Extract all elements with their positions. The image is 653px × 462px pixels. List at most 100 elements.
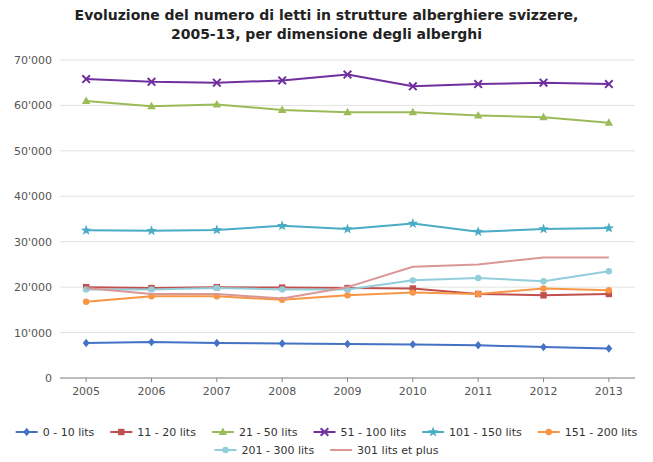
point-marker bbox=[475, 341, 482, 349]
point-marker bbox=[344, 71, 352, 79]
legend-item: 0 - 10 lits bbox=[16, 426, 95, 439]
y-tick-label: 20'000 bbox=[14, 281, 52, 294]
legend-item: 101 - 150 lits bbox=[422, 426, 522, 439]
point-marker bbox=[214, 284, 220, 290]
x-tick-label: 2011 bbox=[464, 385, 492, 398]
point-marker bbox=[278, 105, 286, 113]
series bbox=[81, 218, 614, 236]
legend-label: 11 - 20 lits bbox=[137, 426, 196, 439]
point-marker bbox=[83, 339, 90, 347]
point-marker bbox=[473, 226, 483, 236]
point-marker bbox=[409, 108, 417, 116]
x-tick bbox=[216, 378, 217, 382]
series bbox=[83, 338, 613, 353]
point-marker bbox=[213, 339, 220, 347]
x-tick bbox=[478, 378, 479, 382]
point-marker bbox=[475, 291, 481, 297]
legend-marker bbox=[219, 428, 227, 436]
point-marker bbox=[540, 278, 546, 284]
x-tick bbox=[151, 378, 152, 382]
legend-label: 301 lits et plus bbox=[357, 444, 439, 457]
legend-marker bbox=[321, 428, 329, 436]
point-marker bbox=[213, 100, 221, 108]
y-tick-label: 50'000 bbox=[14, 145, 52, 158]
legend-swatch bbox=[330, 449, 352, 451]
point-marker bbox=[212, 224, 222, 234]
series bbox=[83, 268, 612, 293]
x-tick-label: 2008 bbox=[268, 385, 296, 398]
title-line: 2005-13, per dimensione degli alberghi bbox=[171, 26, 482, 42]
grid-line bbox=[60, 150, 635, 151]
point-marker bbox=[538, 223, 548, 233]
plot-data bbox=[81, 71, 614, 353]
y-tick-label: 10'000 bbox=[14, 327, 52, 340]
point-marker bbox=[606, 287, 612, 293]
point-marker bbox=[408, 218, 418, 228]
series bbox=[82, 71, 612, 90]
x-tick-label: 2009 bbox=[334, 385, 362, 398]
legend-item: 21 - 50 lits bbox=[212, 426, 298, 439]
grid-line bbox=[60, 241, 635, 242]
legend-label: 0 - 10 lits bbox=[43, 426, 95, 439]
y-tick-label: 60'000 bbox=[14, 99, 52, 112]
point-marker bbox=[475, 291, 481, 297]
point-marker bbox=[81, 225, 91, 235]
legend: 0 - 10 lits 11 - 20 lits 21 - 50 lits 51 - … bbox=[16, 426, 638, 457]
point-marker bbox=[409, 340, 416, 348]
grid-line bbox=[60, 196, 635, 197]
point-marker bbox=[410, 277, 416, 283]
legend-item: 201 - 300 lits bbox=[215, 444, 315, 457]
point-marker bbox=[409, 83, 417, 91]
series-line bbox=[86, 75, 609, 87]
legend-item: 51 - 100 lits bbox=[314, 426, 407, 439]
point-marker bbox=[279, 339, 286, 347]
legend-item: 11 - 20 lits bbox=[110, 426, 196, 439]
point-marker bbox=[540, 343, 547, 351]
y-tick-label: 30'000 bbox=[14, 236, 52, 249]
legend-marker bbox=[546, 429, 552, 435]
point-marker bbox=[344, 292, 350, 298]
point-marker bbox=[605, 80, 613, 88]
grid-line bbox=[60, 332, 635, 333]
grid-line bbox=[60, 60, 635, 61]
series bbox=[82, 96, 613, 125]
legend-marker bbox=[118, 429, 124, 435]
point-marker bbox=[344, 340, 351, 348]
y-tick-label: 40'000 bbox=[14, 190, 52, 203]
point-marker bbox=[83, 298, 89, 304]
point-marker bbox=[539, 113, 547, 121]
legend-label: 201 - 300 lits bbox=[242, 444, 315, 457]
point-marker bbox=[278, 77, 286, 85]
point-marker bbox=[606, 268, 612, 274]
x-tick-label: 2005 bbox=[72, 385, 100, 398]
legend-marker bbox=[23, 428, 30, 436]
x-tick-label: 2012 bbox=[530, 385, 558, 398]
legend-label: 21 - 50 lits bbox=[239, 426, 298, 439]
point-marker bbox=[540, 285, 546, 291]
point-marker bbox=[279, 286, 285, 292]
x-tick bbox=[543, 378, 544, 382]
point-marker bbox=[540, 79, 548, 87]
point-marker bbox=[277, 220, 287, 230]
x-tick-label: 2013 bbox=[595, 385, 623, 398]
x-tick bbox=[608, 378, 609, 382]
chart: Evoluzione del numero di letti in strutt… bbox=[0, 0, 653, 462]
y-tick-label: 70'000 bbox=[14, 54, 52, 67]
point-marker bbox=[410, 289, 416, 295]
series-line bbox=[86, 258, 609, 299]
point-marker bbox=[213, 79, 221, 87]
grid bbox=[60, 60, 635, 378]
point-marker bbox=[147, 102, 155, 110]
legend-label: 151 - 200 lits bbox=[565, 426, 638, 439]
point-marker bbox=[214, 285, 220, 291]
x-tick bbox=[282, 378, 283, 382]
title: Evoluzione del numero di letti in strutt… bbox=[75, 7, 579, 42]
x-tick-label: 2010 bbox=[399, 385, 427, 398]
legend-marker bbox=[222, 447, 228, 453]
point-marker bbox=[146, 225, 156, 235]
y-tick-label: 0 bbox=[45, 372, 52, 385]
point-marker bbox=[475, 275, 481, 281]
series-line bbox=[86, 101, 609, 123]
point-marker bbox=[82, 96, 90, 104]
legend-label: 101 - 150 lits bbox=[449, 426, 522, 439]
